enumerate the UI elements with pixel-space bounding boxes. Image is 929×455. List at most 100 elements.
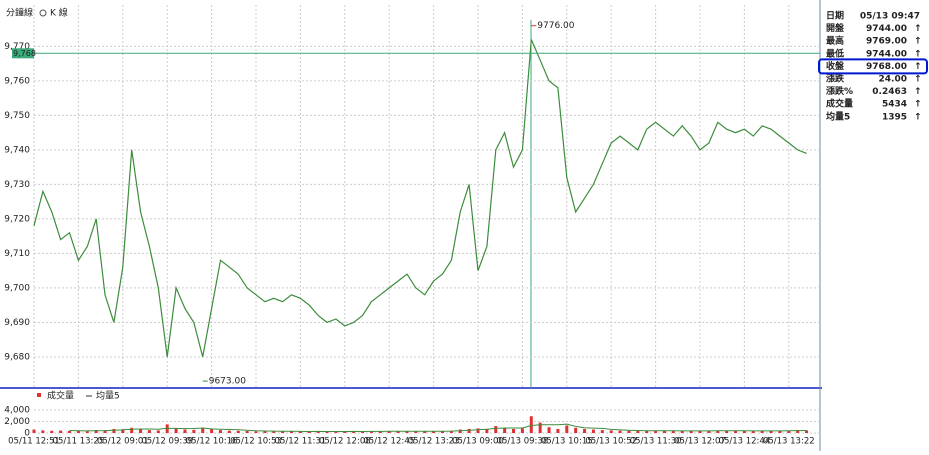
info-value: 9768.00 bbox=[866, 62, 907, 72]
info-label: 漲跌 bbox=[826, 73, 845, 85]
volume-bar bbox=[272, 431, 276, 433]
volume-bar bbox=[325, 431, 329, 433]
volume-bar bbox=[805, 430, 809, 433]
volume-bar bbox=[85, 431, 89, 433]
volume-bar bbox=[689, 430, 693, 433]
info-value: 9744.00 bbox=[866, 24, 907, 34]
info-arrow: ↑ bbox=[914, 49, 922, 59]
legend-entry: 成交量 bbox=[47, 390, 74, 402]
y-tick-label: 4,000 bbox=[4, 405, 30, 415]
volume-bar bbox=[343, 431, 347, 433]
volume-bar bbox=[538, 422, 542, 433]
x-tick-label: 05/13 10:52 bbox=[585, 437, 637, 447]
volume-bar bbox=[574, 427, 578, 433]
x-tick-label: 05/11 12:51 bbox=[8, 437, 60, 447]
radio[interactable] bbox=[39, 9, 47, 17]
legend-swatch bbox=[37, 393, 41, 397]
info-arrow: ↑ bbox=[914, 87, 922, 97]
volume-bar bbox=[529, 416, 533, 433]
volume-bar bbox=[467, 428, 471, 433]
volume-bar bbox=[520, 428, 524, 433]
volume-bar bbox=[414, 431, 418, 433]
volume-bar bbox=[298, 431, 302, 433]
volume-bar bbox=[796, 430, 800, 433]
volume-bar bbox=[680, 431, 684, 433]
volume-bar bbox=[636, 430, 640, 433]
volume-bar bbox=[130, 427, 134, 433]
volume-bar bbox=[662, 430, 666, 433]
volume-bar bbox=[565, 425, 569, 433]
y-tick-label: 9,770 bbox=[4, 42, 30, 52]
volume-bar bbox=[449, 430, 453, 433]
x-tick-label: 05/12 09:39 bbox=[141, 437, 193, 447]
minute-tab[interactable]: 分鐘線 bbox=[6, 7, 33, 19]
info-arrow: ↑ bbox=[914, 24, 922, 34]
volume-bar bbox=[68, 430, 72, 433]
volume-bar bbox=[405, 431, 409, 433]
x-tick-label: 05/12 11:31 bbox=[275, 437, 327, 447]
volume-bar bbox=[600, 430, 604, 433]
y-tick-label: 9,700 bbox=[4, 283, 30, 293]
volume-bar bbox=[227, 430, 231, 433]
volume-bar bbox=[352, 431, 356, 433]
volume-bar bbox=[645, 430, 649, 433]
info-label: 收盤 bbox=[826, 60, 845, 72]
info-arrow: ↑ bbox=[914, 112, 922, 122]
x-tick-label: 05/12 12:08 bbox=[319, 437, 371, 447]
info-arrow: ↑ bbox=[914, 62, 922, 72]
volume-bar bbox=[591, 429, 595, 433]
volume-bar bbox=[556, 428, 560, 433]
x-tick-label: 05/13 13:22 bbox=[763, 437, 815, 447]
y-tick-label: 9,750 bbox=[4, 111, 30, 121]
info-arrow: ↑ bbox=[914, 100, 922, 110]
volume-bar bbox=[94, 429, 98, 433]
x-tick-label: 05/12 10:16 bbox=[186, 437, 238, 447]
volume-bar bbox=[174, 428, 178, 433]
k-tab[interactable]: K 線 bbox=[50, 7, 68, 19]
volume-bar bbox=[245, 430, 249, 433]
x-tick-label: 05/13 12:44 bbox=[719, 437, 771, 447]
info-value: 9769.00 bbox=[866, 37, 907, 47]
volume-bar bbox=[787, 430, 791, 433]
info-value: 0.2463 bbox=[872, 87, 907, 97]
info-value: 1395 bbox=[882, 112, 907, 122]
volume-bar bbox=[778, 430, 782, 433]
price-line bbox=[33, 39, 807, 358]
info-panel: 日期 05/13 09:47 開盤 9744.00 ↑ 最高 9769.00 ↑ 最低 9744.… bbox=[818, 10, 928, 122]
info-value: 5434 bbox=[882, 100, 907, 110]
volume-bar bbox=[192, 429, 196, 433]
ma-line bbox=[69, 423, 807, 433]
volume-bar bbox=[458, 429, 462, 433]
y-tick-label: 9,730 bbox=[4, 180, 30, 190]
volume-bar bbox=[716, 430, 720, 433]
info-label: 最低 bbox=[826, 47, 844, 59]
info-label: 成交量 bbox=[826, 98, 853, 110]
volume-bar bbox=[494, 426, 498, 433]
y-tick-label: 9,740 bbox=[4, 145, 30, 155]
volume-bar bbox=[503, 427, 507, 433]
y-tick-label: 9,690 bbox=[4, 318, 30, 328]
volume-bar bbox=[734, 430, 738, 433]
y-tick-label: 9,710 bbox=[4, 249, 30, 259]
info-value: 24.00 bbox=[879, 75, 907, 85]
volume-bar bbox=[316, 431, 320, 433]
x-tick-label: 05/12 12:45 bbox=[363, 437, 415, 447]
x-tick-label: 05/13 09:38 bbox=[497, 437, 549, 447]
volume-bar bbox=[103, 430, 107, 433]
volume-bar bbox=[50, 430, 54, 433]
volume-bar bbox=[378, 431, 382, 433]
x-tick-label: 05/13 12:07 bbox=[674, 437, 726, 447]
volume-bar bbox=[618, 430, 622, 433]
volume-bar bbox=[742, 430, 746, 433]
volume-bar bbox=[476, 428, 480, 433]
volume-bar bbox=[725, 430, 729, 433]
info-label: 日期 bbox=[826, 10, 844, 22]
volume-bar bbox=[512, 428, 516, 433]
y-tick-label: 9,760 bbox=[4, 76, 30, 86]
info-label: 開盤 bbox=[826, 22, 845, 34]
volume-bar bbox=[627, 430, 631, 433]
volume-bar bbox=[307, 431, 311, 433]
